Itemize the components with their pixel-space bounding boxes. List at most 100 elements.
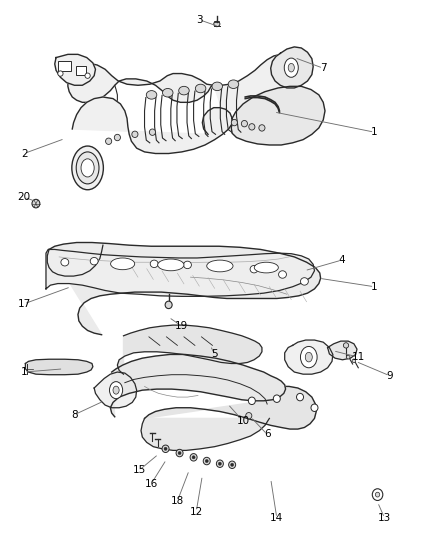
Text: 10: 10 [237,416,250,426]
Ellipse shape [184,261,191,269]
Ellipse shape [110,382,123,399]
Ellipse shape [288,63,294,72]
Ellipse shape [207,260,233,272]
Text: 17: 17 [18,299,31,309]
Ellipse shape [352,359,356,362]
Ellipse shape [231,463,234,466]
Ellipse shape [300,278,308,285]
Ellipse shape [241,120,247,127]
Ellipse shape [346,355,350,359]
Ellipse shape [106,138,112,144]
Polygon shape [328,341,357,360]
Ellipse shape [81,159,94,177]
Ellipse shape [216,460,223,467]
Ellipse shape [195,84,206,93]
Ellipse shape [61,259,69,266]
Ellipse shape [375,492,380,497]
Ellipse shape [110,258,135,270]
Ellipse shape [85,73,90,78]
Ellipse shape [297,393,304,401]
Ellipse shape [273,395,280,402]
Ellipse shape [343,343,349,348]
Text: 11: 11 [352,352,365,362]
Ellipse shape [150,260,158,268]
Text: 1: 1 [371,282,378,292]
Polygon shape [285,340,333,374]
Ellipse shape [32,199,40,208]
Text: 9: 9 [386,371,393,381]
Polygon shape [145,386,316,429]
Polygon shape [231,86,325,145]
Text: 14: 14 [270,513,283,523]
Text: 2: 2 [21,149,28,158]
Ellipse shape [300,346,317,368]
Ellipse shape [229,461,236,469]
Text: 3: 3 [196,15,203,25]
Polygon shape [25,359,93,375]
Polygon shape [72,97,232,154]
Ellipse shape [58,71,63,76]
Ellipse shape [132,131,138,138]
Polygon shape [271,47,313,88]
Text: 13: 13 [378,513,391,523]
Text: 19: 19 [175,321,188,331]
Ellipse shape [176,449,183,457]
Ellipse shape [372,489,383,500]
Text: 7: 7 [320,63,327,73]
Ellipse shape [119,259,127,266]
Ellipse shape [114,134,120,141]
Polygon shape [110,354,286,417]
Ellipse shape [246,413,252,419]
Text: 5: 5 [211,350,218,359]
Ellipse shape [164,447,167,450]
Polygon shape [141,418,269,450]
Ellipse shape [76,152,99,184]
Text: 12: 12 [190,507,203,516]
Ellipse shape [279,271,286,278]
Ellipse shape [178,451,181,455]
Ellipse shape [190,454,197,461]
Ellipse shape [146,91,157,99]
Ellipse shape [205,459,208,463]
Polygon shape [94,372,137,408]
Text: 4: 4 [338,255,345,265]
Ellipse shape [254,262,279,273]
Ellipse shape [149,129,155,135]
Ellipse shape [179,86,189,95]
Ellipse shape [248,397,255,405]
Ellipse shape [212,82,223,91]
Ellipse shape [249,124,255,130]
Ellipse shape [231,119,237,126]
Ellipse shape [250,265,258,273]
Ellipse shape [192,456,195,459]
Polygon shape [46,249,314,296]
Ellipse shape [214,21,220,27]
Text: 6: 6 [264,430,271,439]
Ellipse shape [162,445,169,453]
Text: 1: 1 [371,127,378,137]
Text: 1: 1 [21,367,28,377]
Ellipse shape [228,80,239,88]
Ellipse shape [218,462,221,465]
Ellipse shape [113,386,119,394]
Ellipse shape [259,125,265,131]
Ellipse shape [165,301,172,309]
Polygon shape [117,325,262,374]
Ellipse shape [219,263,226,270]
Ellipse shape [90,257,98,265]
Text: 20: 20 [18,192,31,202]
Text: 18: 18 [171,496,184,506]
Text: 15: 15 [133,465,146,475]
Bar [58,61,71,71]
Text: 16: 16 [145,479,158,489]
Ellipse shape [203,457,210,465]
Polygon shape [49,243,321,335]
Ellipse shape [162,88,173,97]
Bar [76,66,86,75]
Polygon shape [68,54,301,110]
Ellipse shape [158,259,184,271]
Ellipse shape [305,352,312,362]
Ellipse shape [72,146,103,190]
Ellipse shape [284,58,298,77]
Text: 8: 8 [71,410,78,419]
